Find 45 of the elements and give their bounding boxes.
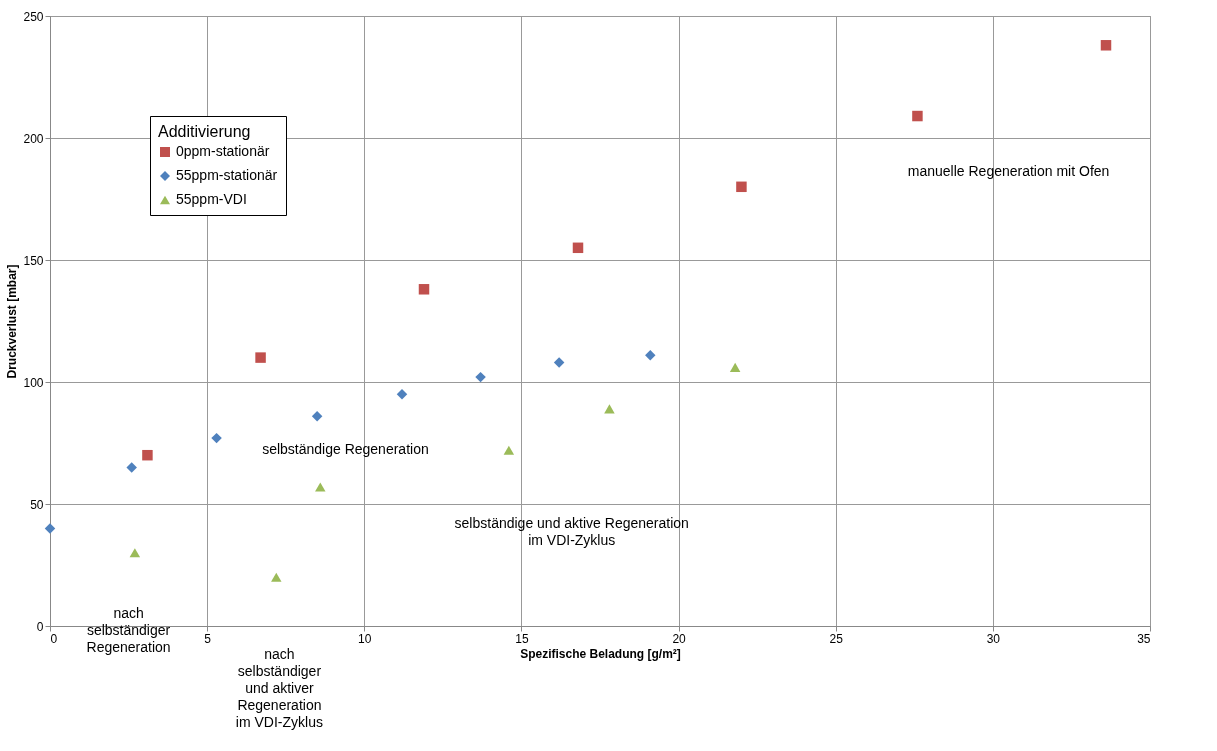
annotation: selbständige und aktive Regeneration im VDI-Zyklus <box>454 514 689 548</box>
y-axis-title: Druckverlust [mbar] <box>5 264 20 379</box>
x-tick-label: 35 <box>1137 631 1151 646</box>
point <box>126 462 137 473</box>
x-tick-label: 30 <box>986 631 1001 646</box>
point <box>736 181 747 193</box>
point <box>645 349 656 361</box>
point <box>503 445 515 455</box>
point <box>271 572 282 582</box>
x-tick-label: 15 <box>515 631 529 646</box>
annotation: selbständige Regeneration <box>262 441 429 458</box>
point <box>211 432 222 444</box>
point <box>475 371 486 383</box>
point <box>553 357 565 368</box>
y-tick-label: 100 <box>23 375 44 390</box>
point <box>255 352 266 363</box>
point <box>311 410 323 422</box>
x-axis-title: Spezifische Beladung [g/m²] <box>520 646 681 661</box>
point <box>129 548 141 558</box>
legend-label: 55ppm-VDI <box>176 191 247 207</box>
x-tick-label: 10 <box>358 631 372 646</box>
legend-label: 0ppm-stationär <box>176 143 270 159</box>
x-tick-label: 0 <box>50 631 58 646</box>
legend-label: 55ppm-stationär <box>176 167 278 183</box>
point <box>604 404 615 414</box>
y-tick-label: 200 <box>23 131 44 146</box>
text: nach selbständiger und aktiver Regeneration im VDI-Zyklus <box>235 646 323 731</box>
y-tick-label: 0 <box>36 619 44 634</box>
x-tick-label: 25 <box>829 631 844 646</box>
point <box>729 362 741 372</box>
point <box>572 242 584 254</box>
point <box>418 284 430 295</box>
point <box>44 523 56 534</box>
y-tick-label: 150 <box>23 253 44 268</box>
point <box>1100 40 1112 51</box>
x-tick-label: 5 <box>204 631 212 646</box>
point <box>142 449 153 461</box>
point <box>912 110 923 122</box>
annotation: manuelle Regeneration mit Ofen <box>907 163 1110 180</box>
annotation: nach selbständiger Regeneration <box>86 604 171 655</box>
y-tick-label: 50 <box>30 497 44 512</box>
legend-title: Additivierung <box>158 123 251 140</box>
point <box>396 388 408 400</box>
y-tick-label: 250 <box>23 9 44 24</box>
x-tick-label: 20 <box>672 631 687 646</box>
